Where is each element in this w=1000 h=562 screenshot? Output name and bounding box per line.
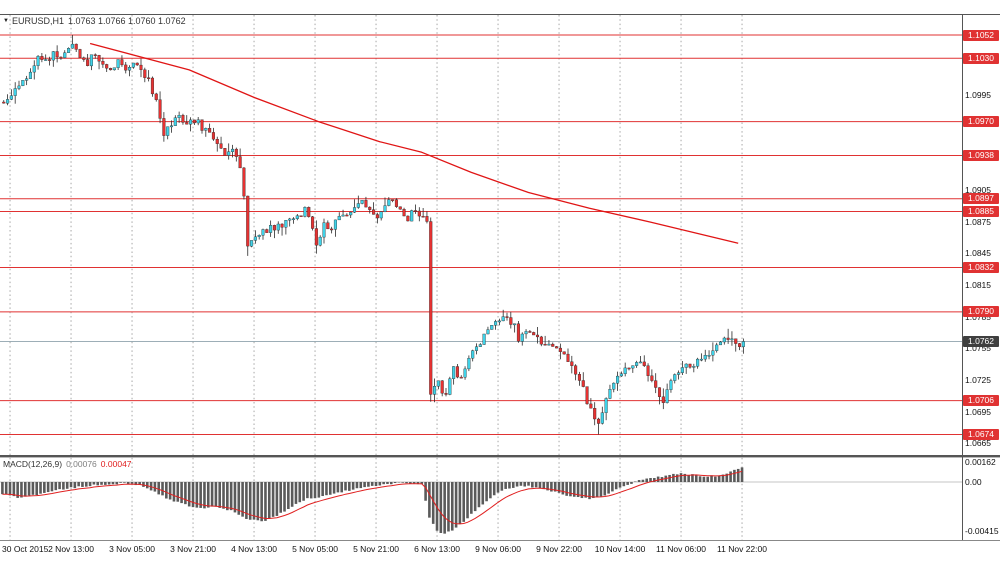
- macd-name: MACD(12,26,9): [3, 459, 63, 469]
- time-gridlines: [9, 15, 743, 540]
- time-label: 6 Nov 13:00: [414, 544, 460, 554]
- time-label: 10 Nov 14:00: [594, 544, 646, 554]
- macd-main-value: 0.00076: [66, 459, 97, 469]
- axis-price-label: 1.0995: [965, 89, 991, 100]
- price-level-badge: 1.1030: [963, 52, 999, 64]
- price-level-badge: 1.0706: [963, 395, 999, 407]
- axis-price-label: 1.0905: [965, 184, 991, 195]
- price-level-badge: 1.1052: [963, 29, 999, 41]
- macd-indicator: [0, 467, 962, 534]
- candlesticks: [2, 35, 745, 435]
- price-level-badge: 1.0970: [963, 116, 999, 128]
- time-label: 9 Nov 22:00: [536, 544, 582, 554]
- time-label: 2 Nov 13:00: [48, 544, 94, 554]
- support-resistance-lines[interactable]: [0, 34, 962, 435]
- macd-indicator-label: MACD(12,26,9) 0.00076 0.00047: [3, 459, 136, 469]
- axis-price-label: 1.0845: [965, 248, 991, 259]
- axis-price-label: 1.0725: [965, 375, 991, 386]
- time-label: 3 Nov 05:00: [109, 544, 155, 554]
- price-level-badge: 1.0790: [963, 306, 999, 318]
- price-level-badge: 1.0832: [963, 261, 999, 273]
- time-label: 11 Nov 06:00: [656, 544, 706, 554]
- price-level-badge: 1.0885: [963, 205, 999, 217]
- macd-axis-label: 0.00: [965, 476, 982, 487]
- axis-price-label: 1.0755: [965, 343, 991, 354]
- quote-ohlc: 1.0763 1.0766 1.0760 1.0762: [67, 16, 186, 26]
- time-label: 11 Nov 22:00: [717, 544, 767, 554]
- axis-price-label: 1.0815: [965, 279, 991, 290]
- symbol-marker-icon: ▼: [3, 18, 9, 24]
- time-label: 5 Nov 05:00: [292, 544, 338, 554]
- axis-price-label: 1.0665: [965, 438, 991, 449]
- time-label: 5 Nov 21:00: [353, 544, 399, 554]
- symbol-label: EURUSD,H1: [11, 16, 64, 26]
- current-price-badge: 1.0762: [963, 335, 999, 347]
- price-level-badge: 1.0897: [963, 193, 999, 205]
- time-label: 4 Nov 13:00: [231, 544, 277, 554]
- price-level-badge: 1.0674: [963, 428, 999, 440]
- time-label: 30 Oct 2015: [2, 544, 49, 554]
- time-label: 9 Nov 06:00: [475, 544, 521, 554]
- panel-divider[interactable]: [0, 455, 1000, 458]
- chart-frame: [0, 14, 1000, 541]
- time-label: 3 Nov 21:00: [170, 544, 216, 554]
- macd-axis-label: 0.00162: [965, 457, 996, 468]
- axis-price-label: 1.0875: [965, 216, 991, 227]
- price-level-badge: 1.0938: [963, 149, 999, 161]
- axis-price-label: 1.0695: [965, 406, 991, 417]
- moving-average-line[interactable]: [89, 42, 739, 244]
- chart-title: ▼ EURUSD,H1 1.0763 1.0766 1.0760 1.0762: [3, 16, 190, 26]
- macd-signal-value: 0.00047: [100, 459, 132, 469]
- macd-axis-label: -0.00415: [965, 526, 999, 537]
